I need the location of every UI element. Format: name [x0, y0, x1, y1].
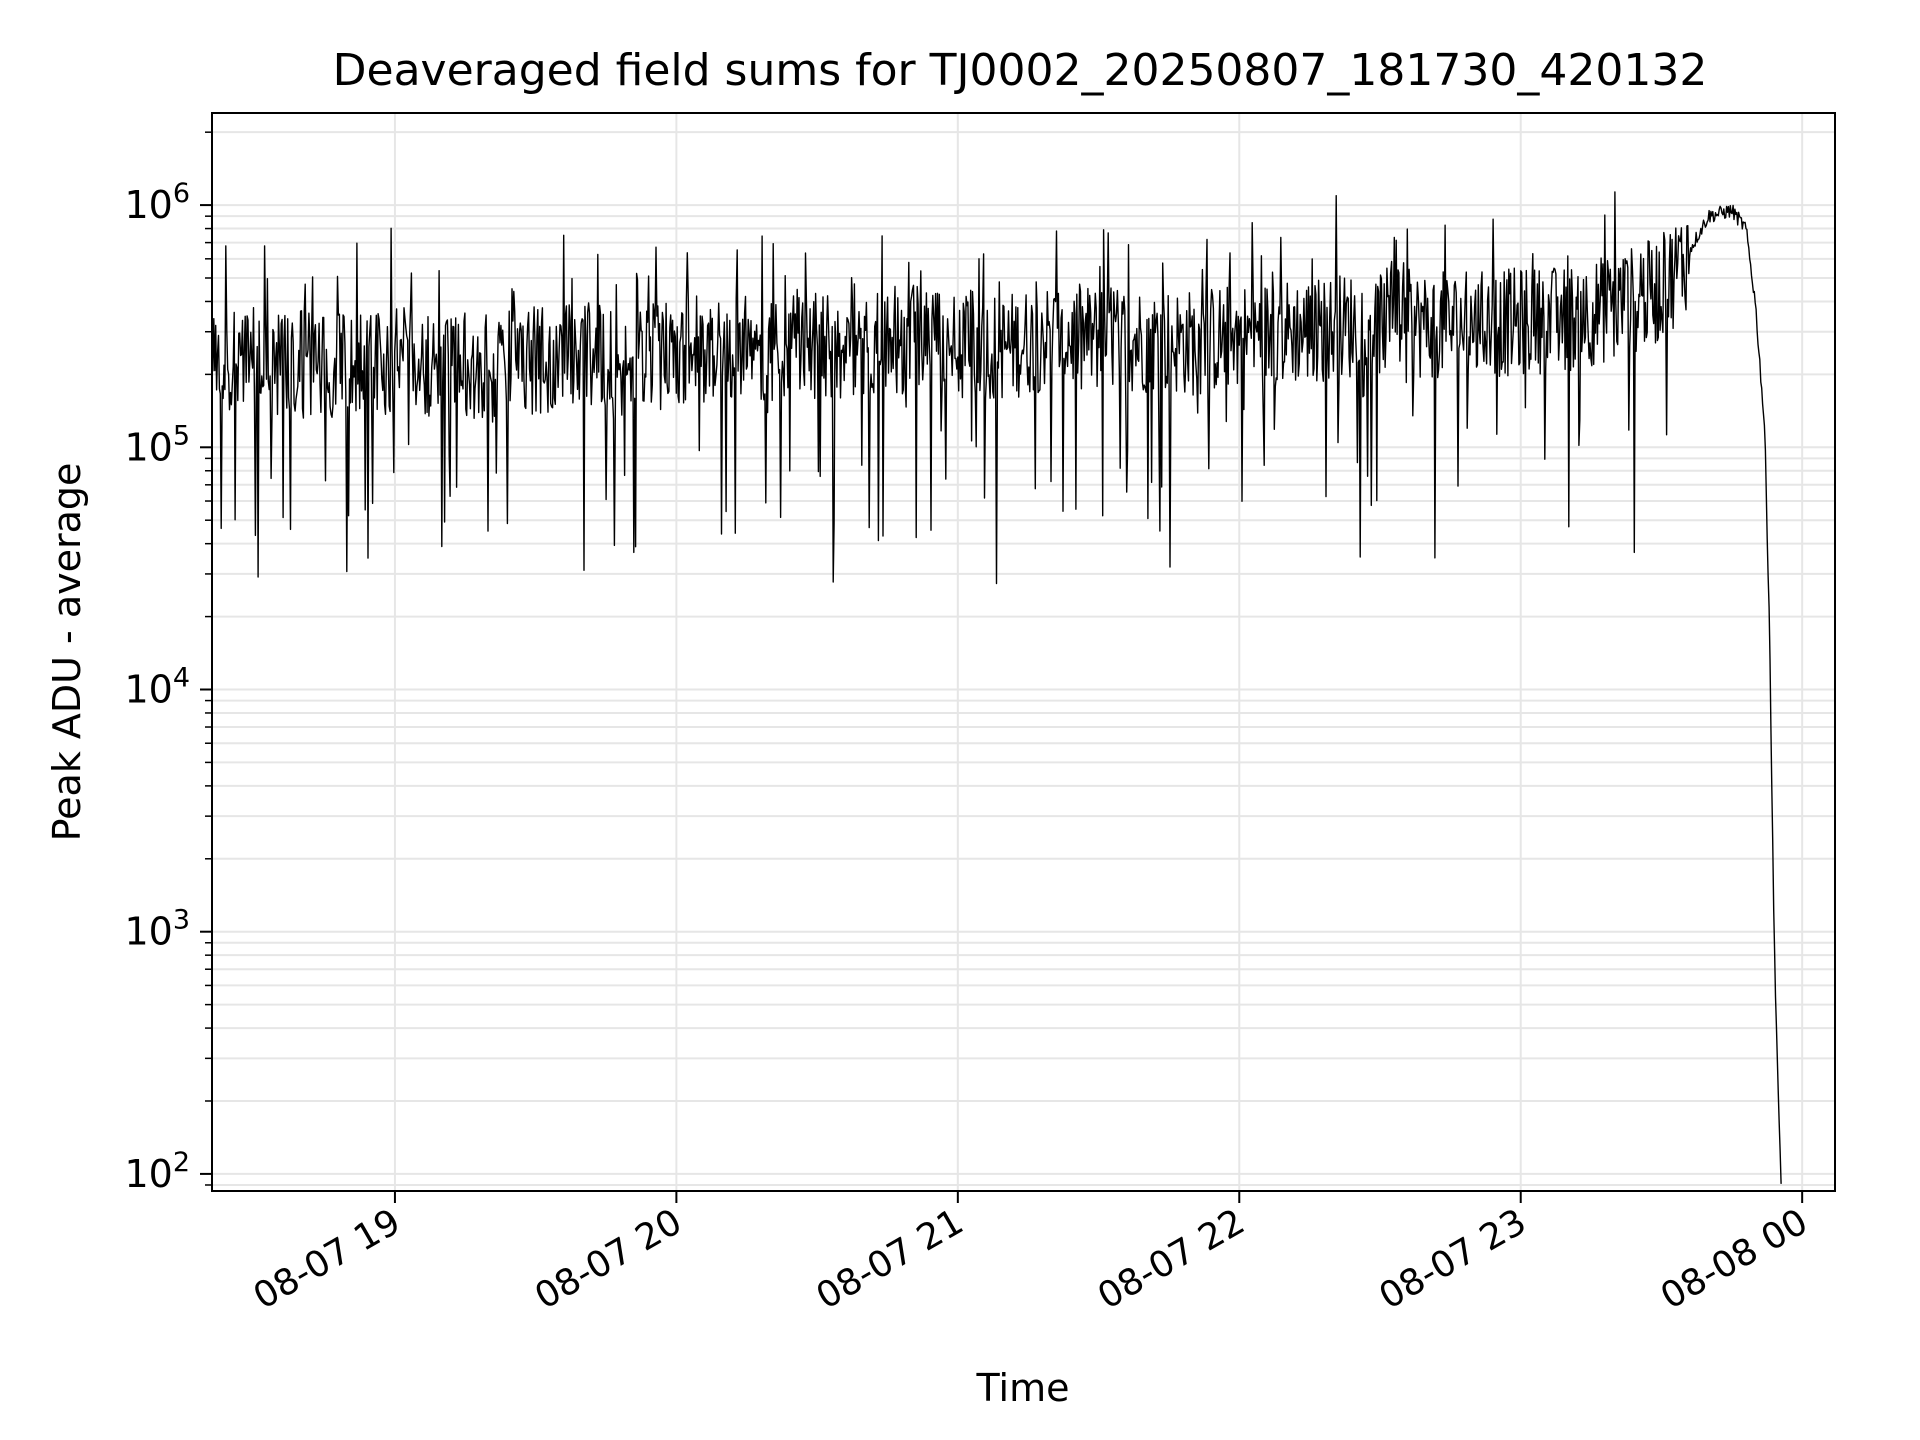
grid — [212, 113, 1835, 1191]
y-tick-label: 104 — [124, 662, 190, 711]
x-axis-label: Time — [976, 1366, 1070, 1410]
y-axis-label: Peak ADU - average — [45, 463, 89, 842]
series-line — [211, 191, 1782, 1184]
series-layer — [211, 191, 1782, 1184]
y-tick-label: 102 — [124, 1147, 190, 1196]
chart-title: Deaveraged field sums for TJ0002_2025080… — [333, 45, 1708, 96]
y-tick-label: 103 — [124, 905, 190, 954]
y-tick-label: 106 — [124, 178, 190, 227]
y-tick-label: 105 — [124, 420, 190, 469]
plot-frame — [211, 112, 1836, 1192]
y-axis: 102 103 104 105 106 — [124, 131, 212, 1196]
